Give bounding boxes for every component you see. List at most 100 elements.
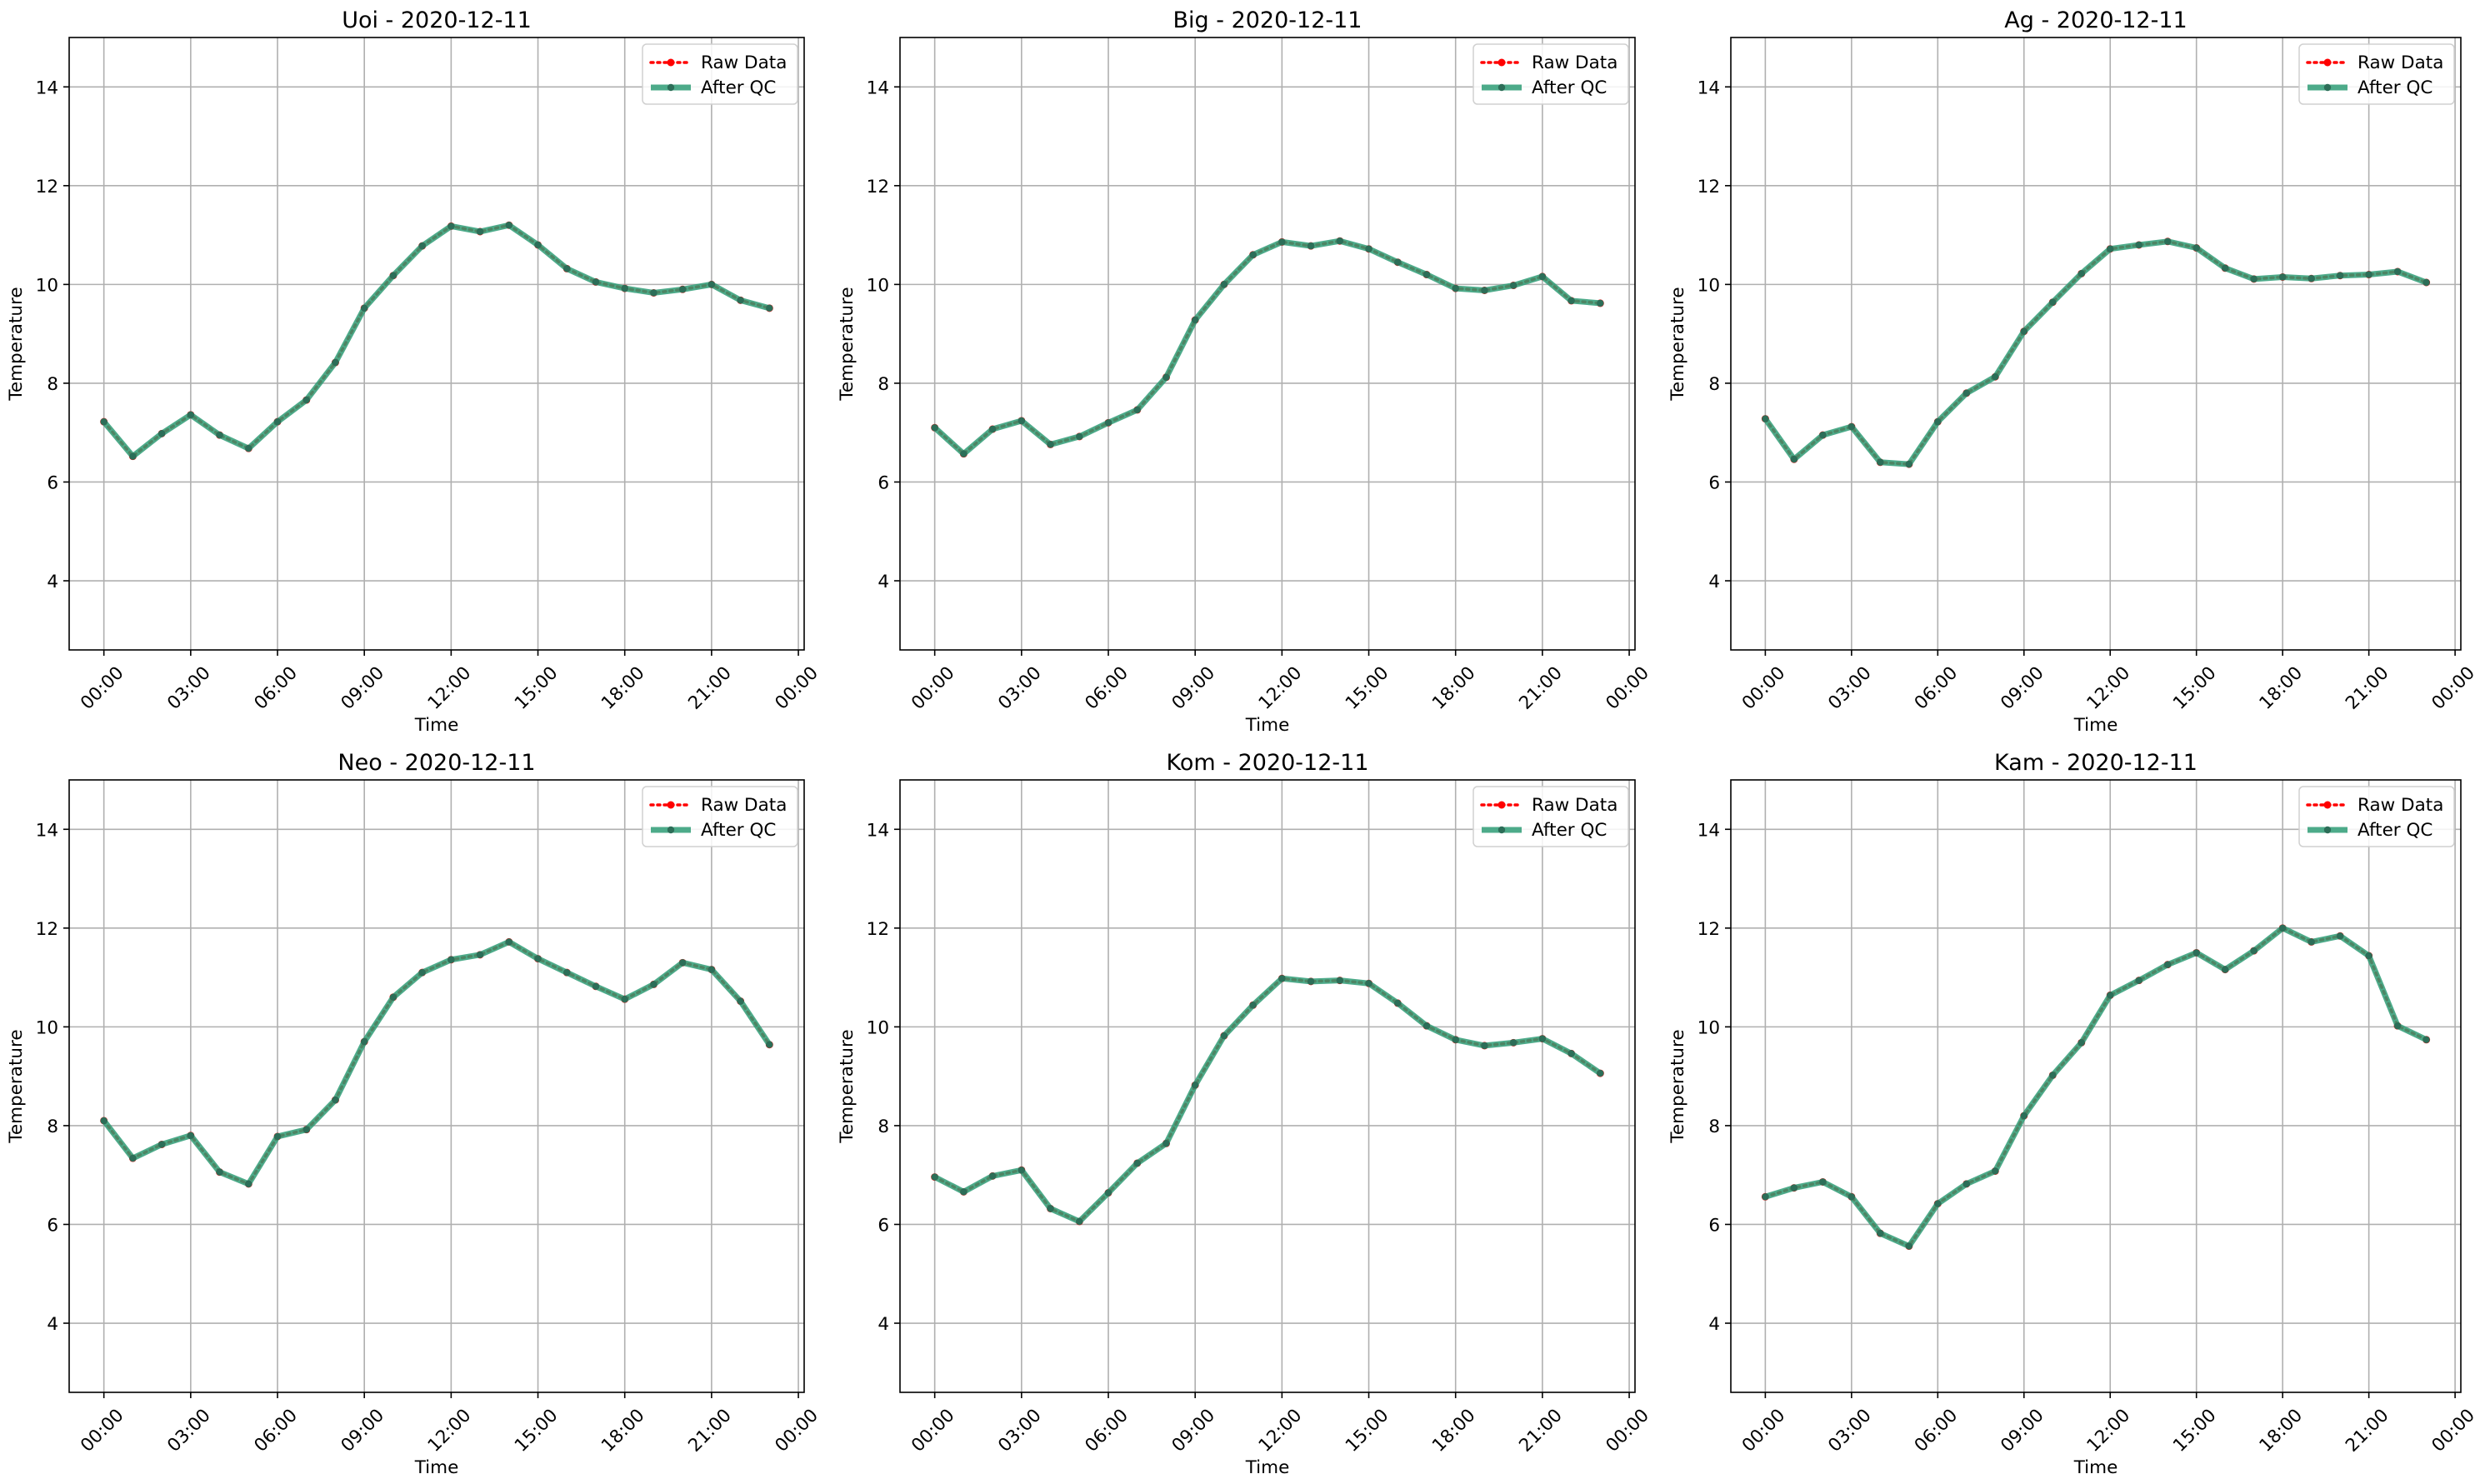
- x-tick-label: 12:00: [2083, 1405, 2134, 1456]
- x-tick-label: 18:00: [598, 662, 648, 713]
- legend-marker-raw-data: [1498, 58, 1506, 67]
- y-axis-ticks: 4 6 8 10 12 14: [1698, 77, 1731, 592]
- y-tick-label: 14: [867, 820, 889, 841]
- y-tick-label: 4: [1708, 572, 1720, 592]
- after-qc-point: [2221, 966, 2229, 973]
- legend-label-after-qc: After QC: [2358, 820, 2432, 841]
- x-tick-label: 15:00: [511, 662, 562, 713]
- y-tick-label: 4: [878, 1314, 889, 1335]
- x-tick-label: 00:00: [771, 1405, 822, 1456]
- x-tick-label: 18:00: [1428, 662, 1479, 713]
- legend: Raw Data After QC: [1472, 786, 1629, 847]
- after-qc-point: [505, 222, 513, 229]
- after-qc-point: [1191, 316, 1199, 324]
- y-tick-label: 6: [878, 472, 889, 493]
- after-qc-point: [1162, 1140, 1170, 1147]
- after-qc-point: [100, 417, 108, 426]
- x-tick-label: 06:00: [1081, 662, 1132, 713]
- after-qc-point: [1538, 1035, 1547, 1042]
- x-tick-label: 00:00: [908, 1405, 958, 1456]
- y-axis-label: Temperature: [1668, 1029, 1688, 1143]
- after-qc-point: [2164, 961, 2172, 968]
- x-axis-ticks: 00:00 03:00 06:00 09:00 12:00 15:00 18:00 21:00…: [908, 650, 1653, 714]
- y-gridlines: [69, 86, 804, 582]
- after-qc-point: [360, 304, 368, 312]
- after-qc-point: [389, 272, 398, 279]
- legend-label-after-qc: After QC: [1532, 77, 1607, 98]
- legend-marker-raw-data: [1498, 801, 1506, 809]
- after-qc-point: [1336, 977, 1344, 984]
- after-qc-point: [650, 981, 658, 988]
- after-qc-point: [2020, 1112, 2028, 1120]
- after-qc-point: [158, 430, 166, 437]
- after-qc-point: [960, 450, 968, 457]
- after-qc-point: [187, 1132, 195, 1139]
- series-line-after-qc: [1764, 925, 2428, 1250]
- y-tick-label: 8: [47, 1117, 58, 1137]
- series-line-raw-data: [932, 239, 1602, 457]
- after-qc-point: [2078, 270, 2085, 277]
- after-qc-point: [1104, 1189, 1112, 1197]
- after-qc-point: [1819, 1178, 1827, 1186]
- y-tick-label: 8: [1708, 1117, 1720, 1137]
- after-qc-point: [448, 222, 455, 230]
- y-tick-label: 6: [47, 472, 58, 493]
- x-axis-ticks: 00:00 03:00 06:00 09:00 12:00 15:00 18:00 21:00…: [908, 1392, 1653, 1457]
- after-qc-point: [158, 1141, 166, 1148]
- series-points-after-qc: [1762, 924, 2430, 1250]
- after-qc-point: [1934, 417, 1942, 426]
- x-tick-label: 21:00: [2342, 1405, 2392, 1456]
- after-qc-point: [678, 286, 687, 293]
- after-qc-point: [389, 993, 398, 1002]
- y-tick-label: 8: [878, 1117, 889, 1137]
- after-qc-point: [1962, 389, 1971, 397]
- x-axis-label: Time: [2073, 1457, 2118, 1478]
- after-qc-point: [650, 289, 658, 297]
- chart-title: Neo - 2020-12-11: [338, 750, 535, 776]
- after-qc-point: [2308, 938, 2315, 946]
- legend-marker-raw-data: [2323, 58, 2332, 67]
- legend-marker-after-qc: [667, 83, 675, 92]
- after-qc-point: [2049, 1072, 2057, 1079]
- y-tick-label: 4: [878, 572, 889, 592]
- after-qc-point: [1877, 1229, 1884, 1237]
- x-tick-label: 09:00: [1997, 662, 2048, 713]
- series-line-after-qc: [932, 237, 1601, 457]
- after-qc-point: [988, 425, 997, 433]
- plot-frame: [68, 37, 805, 651]
- x-axis-ticks: 00:00 03:00 06:00 09:00 12:00 15:00 18:00 21:00…: [1738, 650, 2479, 714]
- after-qc-point: [2393, 1022, 2402, 1030]
- after-qc-point: [418, 968, 426, 977]
- after-qc-point: [1307, 242, 1315, 250]
- y-axis-ticks: 4 6 8 10 12 14: [1698, 820, 1731, 1335]
- after-qc-point: [2336, 932, 2344, 940]
- subplot-neo: Neo - 2020-12-11 4 6 8 10 12 14 00:00 03:00 06:00…: [6, 750, 822, 1478]
- series-points-after-qc: [100, 938, 773, 1188]
- after-qc-point: [448, 956, 455, 963]
- after-qc-point: [2192, 949, 2200, 957]
- subplot-kam: Kam - 2020-12-11 4 6 8 10 12 14 00:00 03:00 06:00…: [1668, 750, 2479, 1478]
- x-axis-ticks: 00:00 03:00 06:00 09:00 12:00 15:00 18:00 21:00…: [1738, 1392, 2479, 1457]
- y-gridlines: [900, 828, 1635, 1324]
- x-tick-label: 06:00: [1911, 1405, 1962, 1456]
- after-qc-point: [2278, 273, 2287, 281]
- after-qc-point: [2393, 267, 2402, 276]
- after-qc-point: [2192, 244, 2200, 252]
- x-tick-label: 00:00: [1738, 662, 1789, 713]
- series-line-after-qc: [1762, 238, 2428, 467]
- y-gridlines: [1731, 828, 2461, 1324]
- after-qc-point: [2164, 237, 2172, 246]
- after-qc-point: [273, 417, 282, 426]
- x-tick-label: 18:00: [2256, 662, 2307, 713]
- after-qc-point: [505, 938, 513, 946]
- after-qc-point: [2250, 947, 2258, 955]
- after-qc-point: [766, 304, 773, 312]
- after-qc-point: [100, 1117, 108, 1125]
- after-qc-point: [332, 358, 339, 367]
- after-qc-point: [563, 265, 571, 272]
- x-tick-label: 09:00: [338, 662, 388, 713]
- x-tick-label: 06:00: [250, 1405, 301, 1456]
- series-line-after-qc: [101, 938, 772, 1187]
- after-qc-point: [1422, 1022, 1431, 1030]
- x-gridlines: [933, 780, 1630, 1392]
